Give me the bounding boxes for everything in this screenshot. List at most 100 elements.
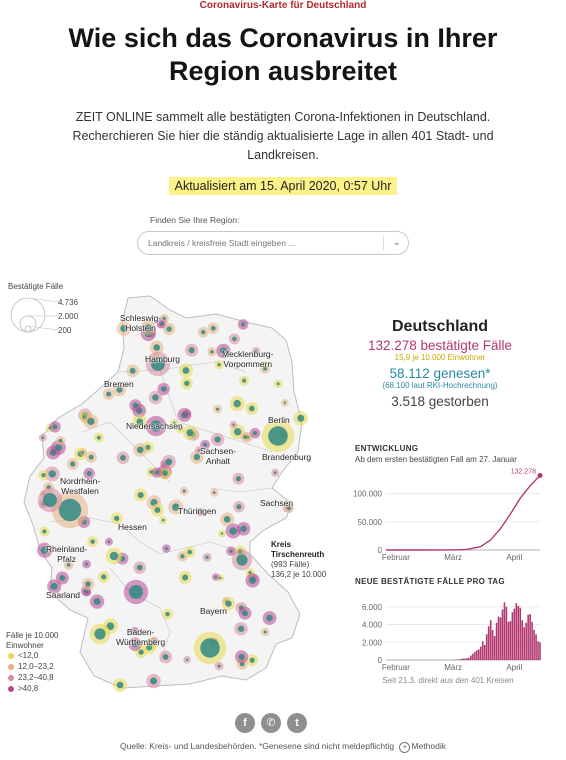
germany-map[interactable]	[10, 292, 335, 704]
district-bubble-core	[48, 470, 56, 478]
district-bubble-core	[180, 554, 185, 559]
daily-bar	[501, 609, 504, 660]
district-bubble-core	[201, 330, 206, 335]
district-bubble-core	[109, 551, 119, 561]
daily-bar	[462, 658, 464, 660]
district-bubble-core	[197, 448, 201, 452]
district-bubble-core	[136, 446, 144, 454]
district-bubble-core	[88, 454, 94, 460]
x-tick-label: März	[444, 553, 462, 562]
state-label-berlin: Berlin	[268, 415, 290, 425]
region-search[interactable]: ⌄	[137, 231, 409, 255]
facebook-share-button[interactable]: f	[235, 713, 255, 733]
district-bubble-core	[58, 438, 63, 443]
district-bubble-core	[184, 380, 190, 386]
district-bubble-core	[268, 426, 288, 446]
state-label-rheinland-pfalz: Rheinland- Pfalz	[46, 544, 88, 564]
district-bubble-core	[186, 429, 194, 437]
district-bubble-core	[138, 649, 144, 655]
district-bubble-core	[96, 435, 101, 440]
size-legend-circles	[10, 297, 58, 333]
district-bubble-core	[132, 402, 139, 408]
district-bubble-core	[240, 322, 246, 327]
twitter-share-button[interactable]: t	[287, 713, 307, 733]
district-bubble-core	[225, 600, 232, 607]
color-legend: Fälle je 10.000 Einwohner <12,0 12,0–23,…	[6, 631, 58, 695]
state-label-mecklenburg-vorpommern: Mecklenburg- Vorpommern	[222, 349, 274, 369]
chevron-down-icon[interactable]: ⌄	[392, 237, 401, 248]
district-bubble-core	[249, 576, 257, 584]
district-bubble-core	[248, 570, 252, 575]
district-bubble-core	[129, 367, 136, 374]
page-title: Wie sich das Coronavirus in Ihrer Region…	[20, 22, 546, 88]
daily-bar	[525, 622, 527, 660]
district-bubble-core	[152, 639, 156, 643]
district-bubble-core	[217, 664, 221, 668]
district-bubble-core	[154, 470, 159, 475]
bar-chart-title: NEUE BESTÄTIGTE FÄLLE PRO TAG	[355, 577, 505, 586]
district-bubble-core	[287, 506, 291, 511]
state-label-schleswig-holstein: Schleswig- Holstein	[120, 313, 162, 333]
y-tick-label: 50.000	[358, 518, 383, 527]
state-label-sachsen: Sachsen	[260, 498, 294, 508]
district-bubble-core	[203, 442, 208, 447]
district-bubble-core	[165, 611, 170, 617]
district-bubble-core	[165, 458, 173, 466]
callout-title-1: Kreis	[271, 540, 292, 549]
daily-bar	[485, 634, 488, 660]
district-bubble-core	[220, 532, 224, 535]
death-count: 3.518 gestorben	[391, 394, 489, 409]
district-bubble-core	[41, 436, 45, 439]
district-bubble-core	[137, 492, 144, 499]
daily-bar	[519, 607, 522, 660]
intro-line-3: Landkreisen.	[247, 148, 319, 162]
district-bubble-core	[182, 574, 189, 581]
district-bubble-core	[242, 378, 247, 383]
district-bubble-core	[85, 562, 89, 566]
district-bubble-core	[66, 563, 71, 567]
y-tick-label: 100.000	[353, 490, 382, 499]
search-divider	[383, 236, 384, 250]
size-legend-value-medium: 2.000	[58, 312, 79, 321]
district-bubbles[interactable]	[37, 313, 309, 692]
district-bubble-core	[237, 625, 245, 632]
district-bubble-core	[182, 489, 186, 493]
district-bubble-core	[114, 515, 120, 521]
cases-per-10000: 15,9 je 10.000 Einwohner	[394, 353, 486, 362]
district-bubble-core	[185, 658, 189, 662]
district-bubble-core	[159, 322, 163, 326]
district-bubble-core	[58, 498, 82, 522]
district-bubble-core	[229, 527, 237, 535]
y-tick-label: 0	[378, 546, 383, 555]
district-bubble-core	[217, 363, 221, 367]
info-icon[interactable]: +	[399, 742, 411, 753]
daily-bar	[511, 612, 514, 660]
y-tick-label: 6.000	[362, 603, 383, 612]
daily-bar	[531, 621, 533, 660]
daily-bar	[507, 621, 510, 660]
x-tick-label: Februar	[382, 663, 410, 672]
daily-bar	[470, 655, 472, 660]
district-bubble-core	[236, 554, 248, 566]
district-bubble-core	[263, 366, 268, 371]
district-bubble-core	[70, 461, 76, 467]
daily-bar	[491, 629, 494, 660]
daily-bar	[495, 622, 498, 660]
methodik-link[interactable]: Methodik	[411, 741, 446, 751]
district-bubble-core	[212, 491, 216, 494]
whatsapp-share-button[interactable]: ✆	[261, 713, 281, 733]
region-search-input[interactable]	[148, 235, 378, 251]
district-bubble-core	[42, 529, 47, 534]
confirmed-cases: 132.278 bestätigte Fälle	[367, 338, 513, 353]
color-legend-item: 12,0–23,2	[6, 662, 58, 673]
district-bubble-core	[243, 435, 247, 439]
color-legend-title-2: Einwohner	[6, 641, 44, 650]
daily-bar	[487, 626, 490, 660]
intro-text: ZEIT ONLINE sammelt alle bestätigten Cor…	[40, 108, 526, 165]
district-bubble-core	[205, 555, 209, 559]
recovered-estimate: (68.100 laut RKI-Hochrechnung)	[382, 381, 498, 390]
cases-line	[386, 475, 541, 551]
daily-bar	[515, 603, 518, 660]
size-legend-value-large: 4.736	[58, 298, 79, 307]
daily-bar	[483, 644, 486, 660]
